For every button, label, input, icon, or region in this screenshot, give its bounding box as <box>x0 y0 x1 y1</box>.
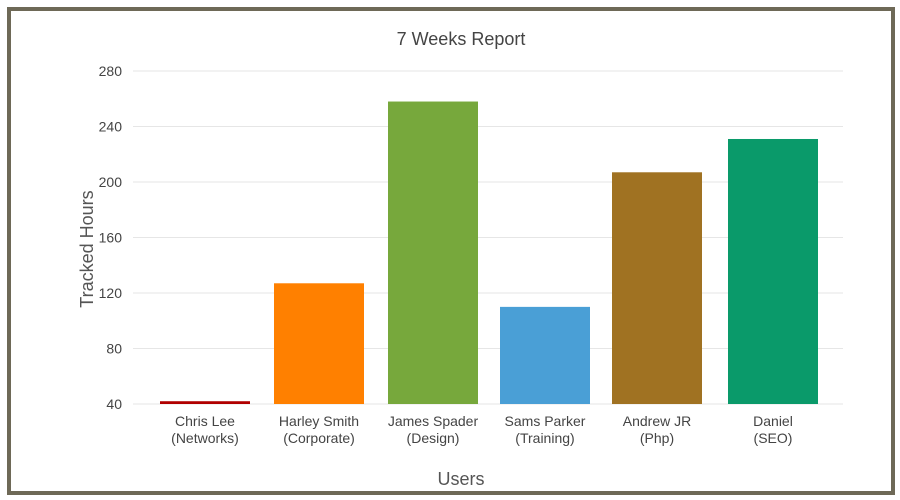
bar <box>728 138 818 405</box>
x-category-team: (Training) <box>515 430 574 446</box>
x-category-name: Sams Parker <box>505 413 586 429</box>
bar <box>160 401 250 404</box>
bar <box>612 172 702 404</box>
x-category-team: (Php) <box>640 430 674 446</box>
x-category-name: James Spader <box>388 413 479 429</box>
gridlines <box>133 70 843 405</box>
y-tick-label: 240 <box>99 119 123 135</box>
y-tick-label: 160 <box>99 230 123 246</box>
x-category-team: (Design) <box>407 430 460 446</box>
x-category-name: Andrew JR <box>623 413 691 429</box>
x-category-team: (Corporate) <box>283 430 355 446</box>
bar <box>500 306 590 404</box>
y-tick-label: 120 <box>99 285 123 301</box>
bar <box>274 283 364 404</box>
y-axis-title: Tracked Hours <box>77 190 97 307</box>
x-category-team: (SEO) <box>754 430 793 446</box>
y-tick-label: 80 <box>106 341 122 357</box>
x-axis-title: Users <box>437 469 484 489</box>
x-axis-categories: Chris Lee(Networks) Harley Smith(Corporat… <box>171 413 793 446</box>
y-tick-label: 200 <box>99 174 123 190</box>
x-category-name: Daniel <box>753 413 793 429</box>
chart-title: 7 Weeks Report <box>397 29 526 49</box>
bars <box>160 101 818 405</box>
x-category-team: (Networks) <box>171 430 239 446</box>
bar <box>388 101 478 405</box>
x-category-name: Chris Lee <box>175 413 235 429</box>
x-category-name: Harley Smith <box>279 413 359 429</box>
bar-chart: 7 Weeks Report 40 80 120 160 200 240 280 Chris… <box>77 29 843 489</box>
y-tick-label: 280 <box>99 63 123 79</box>
y-tick-label: 40 <box>106 396 122 412</box>
y-axis-ticks: 40 80 120 160 200 240 280 <box>99 63 123 412</box>
chart-frame: 7 Weeks Report 40 80 120 160 200 240 280 Chris… <box>7 7 895 495</box>
